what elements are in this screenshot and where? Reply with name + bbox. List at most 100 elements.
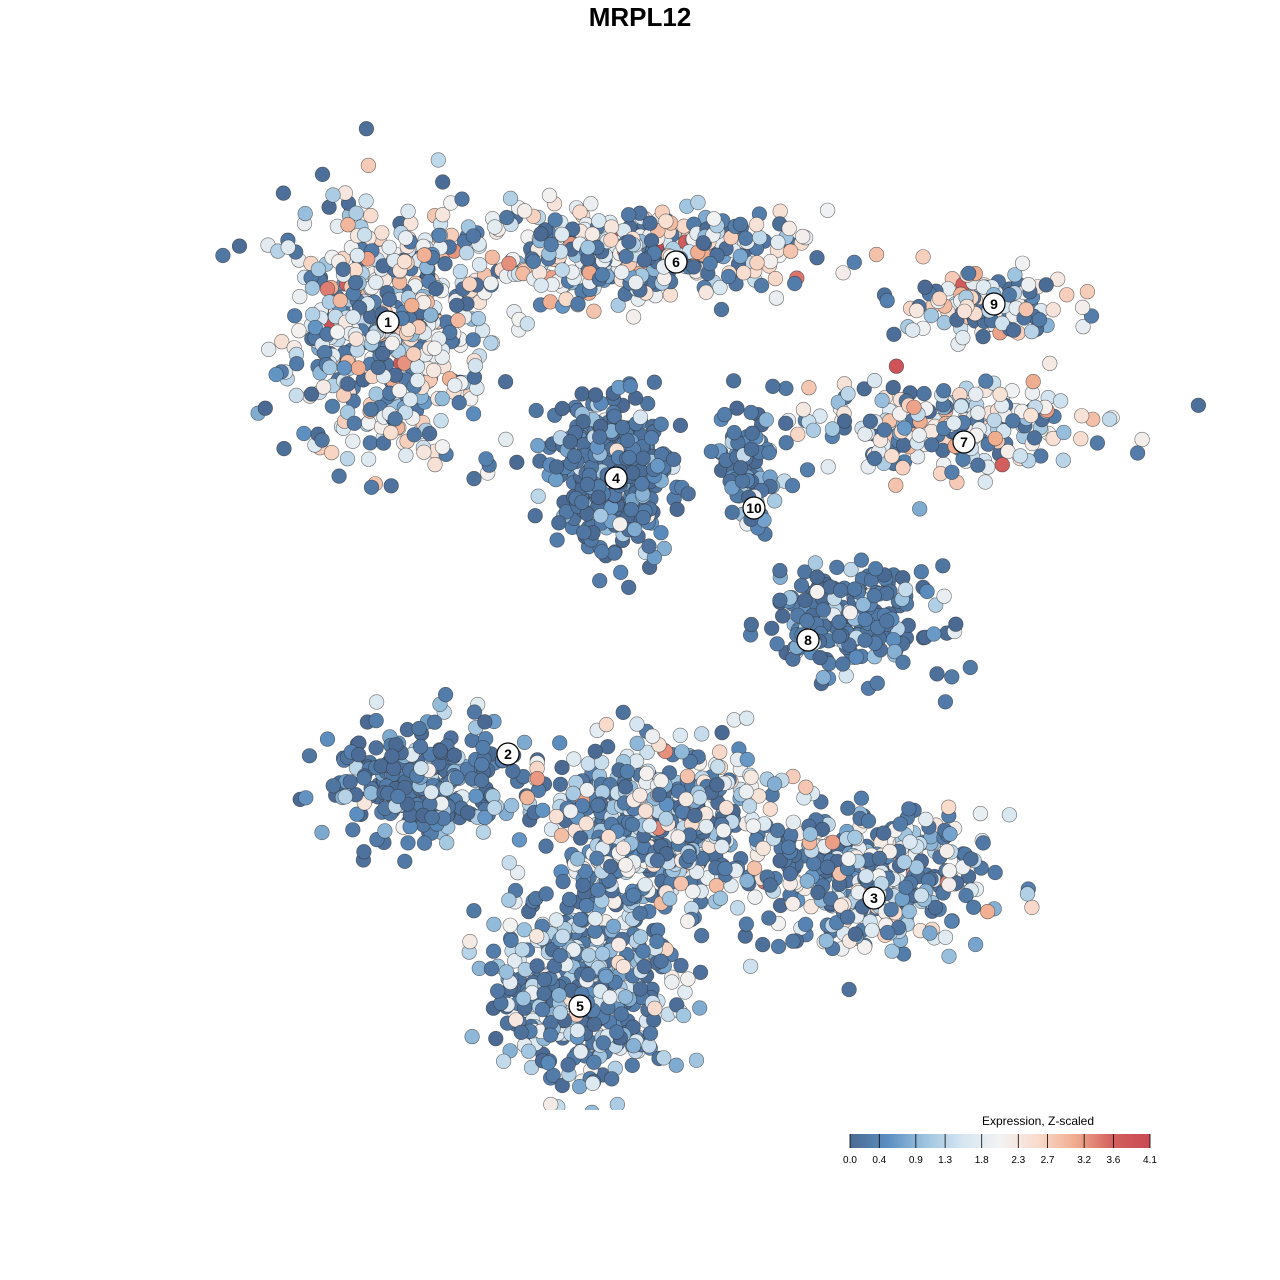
cell-point xyxy=(340,376,356,392)
cell-point xyxy=(1079,284,1095,300)
cell-point xyxy=(680,913,696,929)
cell-point xyxy=(975,279,992,295)
cell-point xyxy=(215,247,231,264)
cell-point xyxy=(805,422,822,438)
legend-tick-label: 4.1 xyxy=(1143,1155,1157,1166)
legend-tick-label: 0.9 xyxy=(909,1155,923,1166)
cell-point xyxy=(672,727,688,744)
cell-point xyxy=(501,855,517,871)
cell-point xyxy=(348,275,364,291)
cell-point xyxy=(778,380,794,397)
cell-point xyxy=(739,873,755,889)
cell-point xyxy=(460,805,476,821)
cell-point xyxy=(466,704,483,720)
cell-point xyxy=(584,226,601,242)
cell-point xyxy=(897,581,914,598)
cell-point xyxy=(712,279,728,296)
cell-point xyxy=(784,478,801,494)
cluster-label-3: 3 xyxy=(862,886,886,910)
cell-point xyxy=(836,413,853,429)
cell-point xyxy=(743,441,760,457)
cell-point xyxy=(486,943,502,959)
cell-point xyxy=(1042,355,1058,372)
cell-point xyxy=(690,194,706,211)
cell-point xyxy=(384,335,400,351)
cell-point xyxy=(533,226,549,242)
cell-point xyxy=(427,714,443,730)
cell-point xyxy=(1031,312,1048,328)
cell-point xyxy=(967,936,984,953)
cell-point xyxy=(632,787,648,803)
cell-point xyxy=(669,501,685,518)
cell-point xyxy=(847,926,864,942)
cell-point xyxy=(342,774,358,790)
cell-point xyxy=(470,311,487,327)
cell-point xyxy=(670,829,686,845)
cell-point xyxy=(639,765,655,782)
cell-point xyxy=(884,448,900,464)
cell-point xyxy=(987,864,1003,881)
cell-point xyxy=(620,207,637,223)
cell-point xyxy=(346,415,362,431)
cell-point xyxy=(484,249,500,265)
cell-point xyxy=(846,581,863,597)
cell-point xyxy=(809,584,825,600)
cell-point xyxy=(624,816,641,833)
cell-point xyxy=(529,770,545,787)
legend-tick-label: 3.6 xyxy=(1106,1155,1120,1166)
cell-point xyxy=(431,227,447,243)
cell-point xyxy=(426,362,442,379)
cell-point xyxy=(363,401,379,418)
cell-point xyxy=(772,203,788,219)
cell-point xyxy=(549,532,565,548)
cell-point xyxy=(591,429,608,445)
cell-point xyxy=(572,830,589,846)
cell-point xyxy=(1074,299,1091,316)
cell-point xyxy=(554,759,570,776)
cell-point xyxy=(410,372,426,389)
cell-point xyxy=(516,734,533,751)
cell-point xyxy=(895,460,911,476)
cell-point xyxy=(755,936,771,953)
cell-point xyxy=(427,457,443,473)
cell-point xyxy=(287,308,303,324)
cell-point xyxy=(498,964,515,980)
cell-point xyxy=(1024,899,1040,916)
cell-point xyxy=(642,1025,659,1041)
cell-point xyxy=(743,616,759,633)
cell-point xyxy=(818,933,834,949)
cell-point xyxy=(901,801,917,817)
legend-colorbar: 0.0 0.4 0.9 1.3 1.8 2.3 2.7 3.2 3.6 4.1 xyxy=(843,1134,1157,1166)
cell-point xyxy=(552,947,568,964)
cell-point xyxy=(397,853,413,869)
cell-point xyxy=(936,383,952,399)
cell-point xyxy=(516,203,533,219)
cell-point xyxy=(941,877,957,893)
cell-point xyxy=(970,405,986,421)
cell-point xyxy=(769,822,786,839)
cell-point xyxy=(879,293,895,309)
cell-point xyxy=(400,835,416,851)
cell-point xyxy=(868,246,885,263)
cell-point xyxy=(575,413,591,430)
cell-point xyxy=(603,232,619,248)
cell-point xyxy=(369,694,385,710)
cell-point xyxy=(465,332,481,348)
cell-point xyxy=(572,204,588,220)
cell-point xyxy=(1026,430,1043,446)
cell-point xyxy=(752,230,768,246)
cell-point xyxy=(636,958,652,975)
cell-point xyxy=(587,387,604,403)
cell-point xyxy=(926,626,942,642)
cell-point xyxy=(785,814,801,830)
cell-point xyxy=(939,843,955,859)
legend-tick-label: 1.8 xyxy=(975,1155,989,1166)
cluster-label-2: 2 xyxy=(496,742,520,766)
cell-point xyxy=(802,826,818,842)
cell-point xyxy=(569,1022,586,1039)
legend-tick-label: 0.0 xyxy=(843,1155,857,1166)
cell-point xyxy=(610,297,626,313)
cell-point xyxy=(673,957,689,974)
cell-point xyxy=(1073,431,1089,447)
cell-point xyxy=(953,398,969,414)
